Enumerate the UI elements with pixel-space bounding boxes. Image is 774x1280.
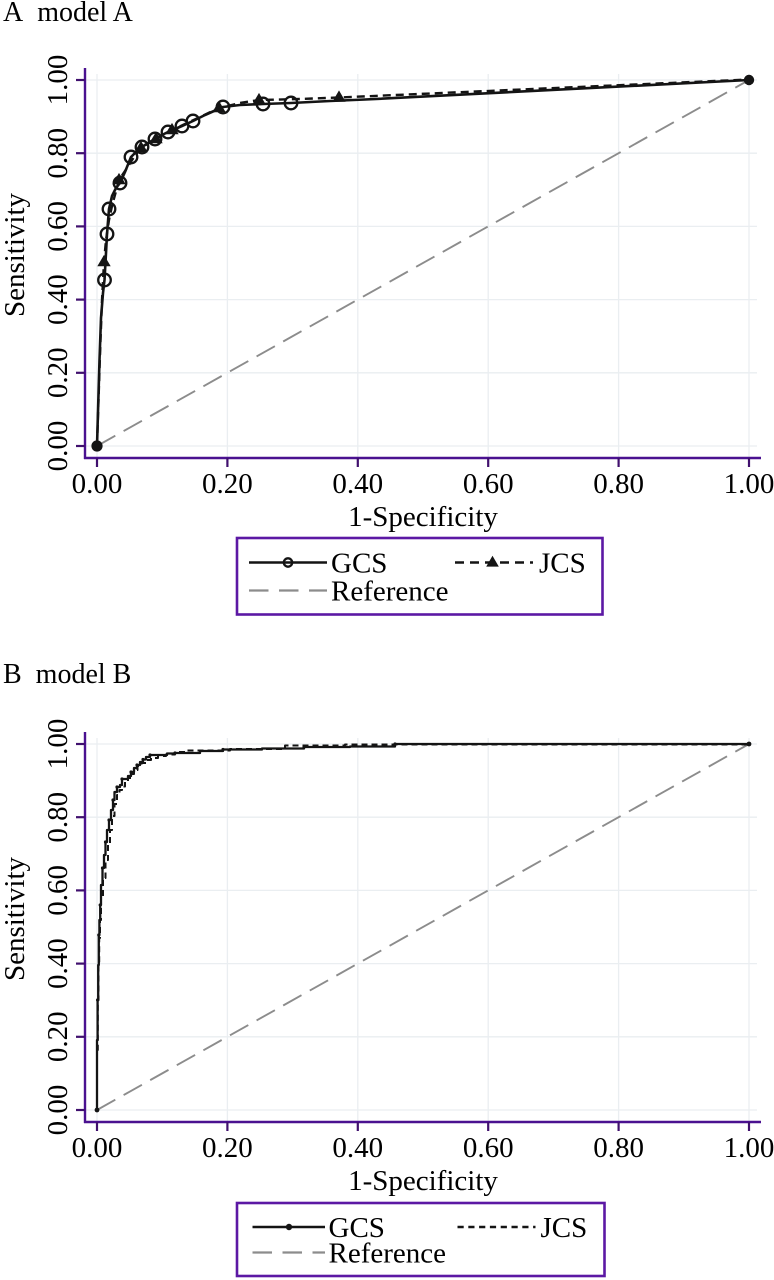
svg-text:0.20: 0.20 <box>202 1132 253 1164</box>
svg-text:GCS: GCS <box>329 1212 385 1244</box>
svg-text:0.20: 0.20 <box>42 1011 74 1062</box>
svg-text:0.40: 0.40 <box>42 274 74 325</box>
svg-text:JCS: JCS <box>539 548 586 580</box>
svg-text:0.40: 0.40 <box>332 468 383 500</box>
svg-text:Sensitivity: Sensitivity <box>0 856 31 981</box>
svg-text:1-Specificity: 1-Specificity <box>348 1165 498 1197</box>
svg-text:1.00: 1.00 <box>724 468 774 500</box>
svg-text:Sensitivity: Sensitivity <box>0 192 31 317</box>
svg-text:0.60: 0.60 <box>463 1132 514 1164</box>
svg-text:JCS: JCS <box>541 1212 588 1244</box>
svg-text:0.00: 0.00 <box>72 1132 123 1164</box>
svg-text:0.80: 0.80 <box>42 128 74 179</box>
svg-text:0.60: 0.60 <box>42 865 74 916</box>
svg-text:0.80: 0.80 <box>593 468 644 500</box>
svg-text:0.40: 0.40 <box>42 938 74 989</box>
svg-text:1.00: 1.00 <box>42 719 74 770</box>
svg-text:0.60: 0.60 <box>42 201 74 252</box>
svg-text:B model B: B model B <box>3 659 131 690</box>
svg-text:0.00: 0.00 <box>72 468 123 500</box>
svg-text:0.00: 0.00 <box>42 1085 74 1136</box>
svg-text:Reference: Reference <box>329 1238 447 1270</box>
svg-text:0.80: 0.80 <box>593 1132 644 1164</box>
svg-text:0.80: 0.80 <box>42 792 74 843</box>
svg-text:1.00: 1.00 <box>42 55 74 106</box>
svg-text:1.00: 1.00 <box>724 1132 774 1164</box>
svg-text:0.60: 0.60 <box>463 468 514 500</box>
svg-text:0.40: 0.40 <box>332 1132 383 1164</box>
svg-text:0.20: 0.20 <box>42 347 74 398</box>
svg-text:0.00: 0.00 <box>42 421 74 472</box>
svg-text:A model A: A model A <box>3 0 134 28</box>
svg-text:Reference: Reference <box>331 576 449 608</box>
svg-text:GCS: GCS <box>331 548 387 580</box>
svg-text:1-Specificity: 1-Specificity <box>348 501 498 533</box>
svg-text:0.20: 0.20 <box>202 468 253 500</box>
